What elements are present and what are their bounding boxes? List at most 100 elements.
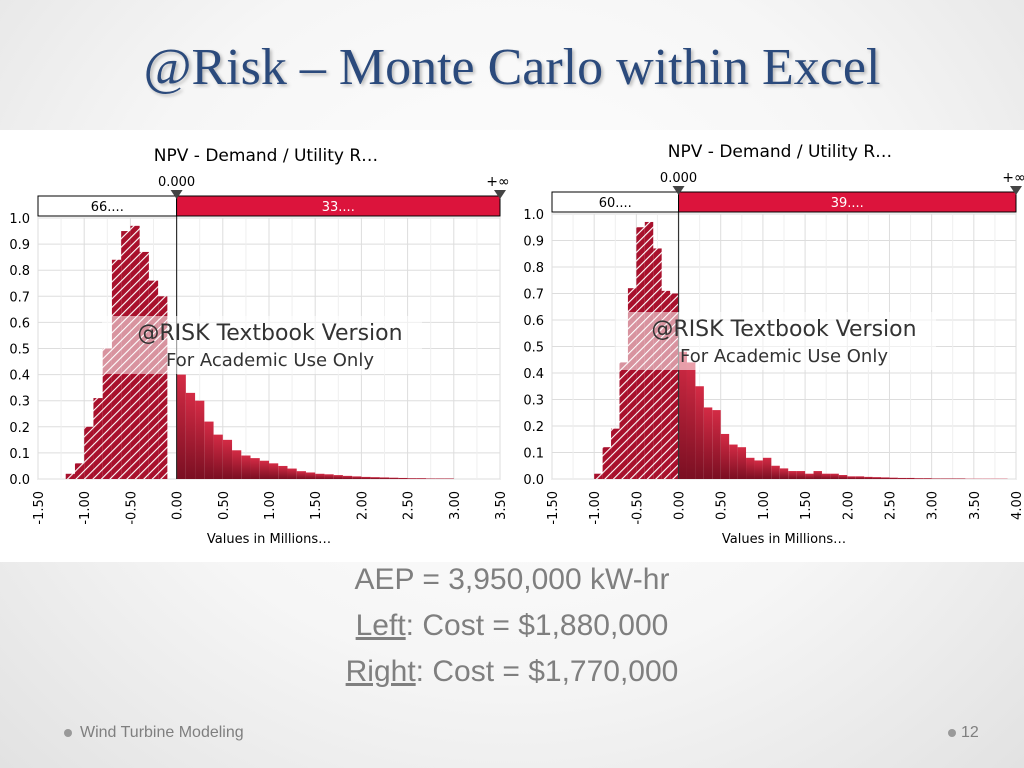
histogram-bar [379, 477, 390, 479]
footer-bullet-icon [64, 729, 72, 737]
histogram-bar [352, 476, 362, 479]
x-tick-label: 3.50 [494, 491, 509, 520]
left-label: Left [355, 609, 406, 642]
x-tick-label: 3.00 [448, 491, 463, 520]
histogram-bar [278, 465, 288, 479]
y-tick-label: 0.1 [523, 447, 544, 462]
x-tick-label: 0.50 [217, 491, 232, 520]
histogram-bar [897, 477, 907, 479]
x-tick-label: -1.00 [78, 491, 93, 525]
y-tick-label: 0.5 [523, 341, 544, 356]
histogram-bar [813, 471, 822, 479]
y-tick-label: 0.7 [523, 288, 544, 303]
histogram-bar [195, 400, 205, 479]
y-tick-label: 0.6 [523, 314, 544, 329]
histogram-bar [241, 455, 251, 479]
y-tick-label: 0.7 [9, 290, 30, 305]
histogram-bar [956, 478, 966, 479]
x-tick-label: -1.50 [546, 491, 561, 525]
x-tick-label: 2.50 [883, 491, 898, 520]
histogram-bar [855, 476, 865, 479]
histogram-bar [805, 473, 814, 479]
page-number: 12 [961, 724, 979, 741]
left-cost-line: Left: Cost = $1,880,000 [0, 609, 1024, 643]
histogram-bar [737, 447, 747, 479]
delimiter-left-label: 0.000 [660, 171, 697, 186]
histogram-bar [594, 473, 603, 479]
x-tick-label: 1.00 [263, 491, 278, 520]
y-tick-label: 0.8 [9, 264, 30, 279]
histogram-bar [788, 471, 797, 479]
histogram-bar [712, 410, 721, 479]
y-tick-label: 0.9 [523, 235, 544, 250]
histogram-bar [102, 348, 112, 479]
histogram-chart-right: NPV - Demand / Utility R… -1.50 -1.00 -0.50… [512, 130, 1024, 562]
histogram-bar [695, 386, 704, 479]
x-tick-label: 0.50 [715, 491, 730, 520]
histogram-bar [426, 478, 436, 479]
y-tick-label: 1.0 [523, 208, 544, 223]
x-tick-label: 0.00 [673, 491, 688, 520]
histogram-bar [940, 478, 949, 479]
histogram-bar [796, 471, 806, 479]
histogram-bar [148, 280, 159, 479]
band-right [678, 191, 1017, 213]
histogram-bar [315, 473, 325, 479]
x-axis-label: Values in Millions… [207, 532, 331, 547]
y-tick-label: 0.4 [523, 367, 544, 382]
histogram-bar [250, 458, 260, 479]
watermark-background [616, 312, 936, 370]
histogram-bar [627, 288, 637, 479]
histogram-bar [678, 351, 687, 479]
x-tick-label: -1.50 [32, 491, 47, 525]
histogram-bar [830, 473, 839, 479]
histogram-bar [931, 478, 941, 479]
delimiter-marker-left [672, 186, 685, 195]
histogram-bar [213, 434, 223, 479]
y-tick-label: 0.4 [9, 369, 30, 384]
histogram-bar [779, 468, 789, 479]
histogram-bar [296, 471, 306, 479]
right-label: Right [345, 655, 416, 688]
histogram-bar [269, 463, 279, 479]
x-tick-label: 3.00 [926, 491, 941, 520]
x-tick-label: 1.50 [799, 491, 814, 520]
band-right [176, 195, 501, 217]
histogram-bar [889, 477, 898, 479]
histogram-bar [881, 477, 890, 479]
histogram-bar [729, 444, 738, 479]
chart-title: NPV - Demand / Utility R… [154, 146, 378, 166]
footer-text: Wind Turbine Modeling [80, 724, 244, 741]
y-tick-label: 0.3 [9, 395, 30, 410]
histogram-bar [771, 465, 780, 479]
y-tick-label: 0.8 [523, 261, 544, 276]
histogram-bar [661, 290, 671, 479]
watermark-line2: For Academic Use Only [166, 350, 374, 371]
histogram-bar [686, 362, 696, 479]
band-right-label: 39.... [831, 196, 864, 211]
histogram-chart-left: NPV - Demand / Utility R… -1.50 -1.00 -0.50… [0, 130, 512, 562]
watermark-line1: @RISK Textbook Version [651, 317, 916, 342]
x-tick-label: -1.00 [588, 491, 603, 525]
histogram-bar [435, 478, 445, 479]
histogram-bar [84, 426, 94, 479]
histogram-bar [333, 475, 343, 479]
histogram-bar [176, 374, 186, 479]
histogram-bar [398, 477, 408, 479]
band-left-label: 60.... [599, 196, 632, 211]
histogram-bar [65, 473, 75, 479]
aep-line: AEP = 3,950,000 kW-hr [354, 563, 670, 596]
delimiter-marker-right [494, 190, 506, 199]
watermark-line2: For Academic Use Only [680, 346, 888, 367]
x-tick-label: 3.50 [968, 491, 983, 520]
right-cost-value: : Cost = $1,770,000 [415, 655, 679, 688]
watermark-line1: @RISK Textbook Version [137, 321, 402, 346]
histogram-bar [746, 457, 755, 479]
histogram-bar [74, 463, 85, 479]
delimiter-right-label: +∞ [486, 174, 509, 190]
histogram-bar [407, 478, 417, 479]
y-tick-label: 0.9 [9, 238, 30, 253]
histogram-bar [864, 476, 873, 479]
histogram-bar [838, 475, 848, 479]
histogram-bar [416, 478, 427, 479]
